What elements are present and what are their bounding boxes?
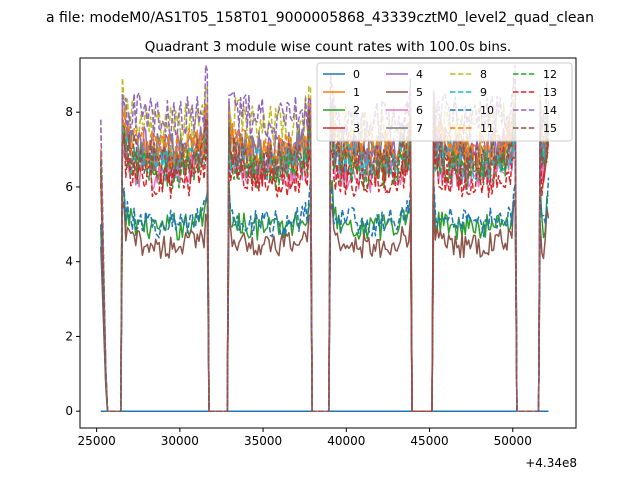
- legend-entry-5: 5: [386, 86, 423, 99]
- y-tick-label: 8: [65, 105, 73, 119]
- legend-entry-1: 1: [323, 86, 360, 99]
- axes-frame: [79, 57, 577, 429]
- legend-box: [316, 62, 573, 142]
- legend-entry-15: 15: [513, 122, 557, 135]
- legend-entry-12: 12: [513, 68, 557, 81]
- series-line-10: [100, 177, 550, 412]
- legend-entry-3: 3: [323, 122, 360, 135]
- legend-entry-2: 2: [323, 104, 360, 117]
- figure-suptitle: a file: modeM0/AS1T05_158T01_9000005868_…: [46, 10, 594, 26]
- legend-label: 9: [480, 86, 487, 99]
- legend-entry-13: 13: [513, 86, 557, 99]
- legend-label: 7: [416, 122, 423, 135]
- legend-entry-11: 11: [450, 122, 494, 135]
- legend-label: 13: [543, 86, 557, 99]
- legend-label: 10: [480, 104, 494, 117]
- legend-label: 11: [480, 122, 494, 135]
- legend-label: 2: [353, 104, 360, 117]
- y-tick-label: 6: [65, 180, 73, 194]
- legend-entry-9: 9: [450, 86, 487, 99]
- legend-entry-14: 14: [513, 104, 557, 117]
- legend-label: 8: [480, 68, 487, 81]
- y-tick-label: 2: [65, 329, 73, 343]
- y-tick-label: 0: [65, 404, 73, 418]
- legend-label: 3: [353, 122, 360, 135]
- x-tick-label: 30000: [161, 434, 199, 448]
- legend-entry-7: 7: [386, 122, 423, 135]
- legend-entry-10: 10: [450, 104, 494, 117]
- legend-entry-6: 6: [386, 104, 423, 117]
- series-line-15: [100, 106, 550, 412]
- y-tick-label: 4: [65, 255, 73, 269]
- x-tick-label: 35000: [244, 434, 282, 448]
- legend-label: 0: [353, 68, 360, 81]
- legend-entry-4: 4: [386, 68, 423, 81]
- legend-entry-8: 8: [450, 68, 487, 81]
- plot-area: [100, 64, 550, 412]
- legend-label: 5: [416, 86, 423, 99]
- x-tick-label: 50000: [494, 434, 532, 448]
- axes: 25000 30000 35000 40000 45000 50000 0 2 4 6 8: [65, 57, 577, 448]
- legend-label: 6: [416, 104, 423, 117]
- legend-label: 1: [353, 86, 360, 99]
- x-tick-label: 40000: [327, 434, 365, 448]
- x-tick-label: 25000: [78, 434, 116, 448]
- x-offset-label: +4.34e8: [525, 456, 577, 470]
- legend-entry-0: 0: [323, 68, 360, 81]
- legend-label: 14: [543, 104, 557, 117]
- x-tick-label: 45000: [410, 434, 448, 448]
- legend-label: 15: [543, 122, 557, 135]
- chart-title: Quadrant 3 module wise count rates with …: [145, 39, 511, 55]
- legend-label: 4: [416, 68, 423, 81]
- legend-label: 12: [543, 68, 557, 81]
